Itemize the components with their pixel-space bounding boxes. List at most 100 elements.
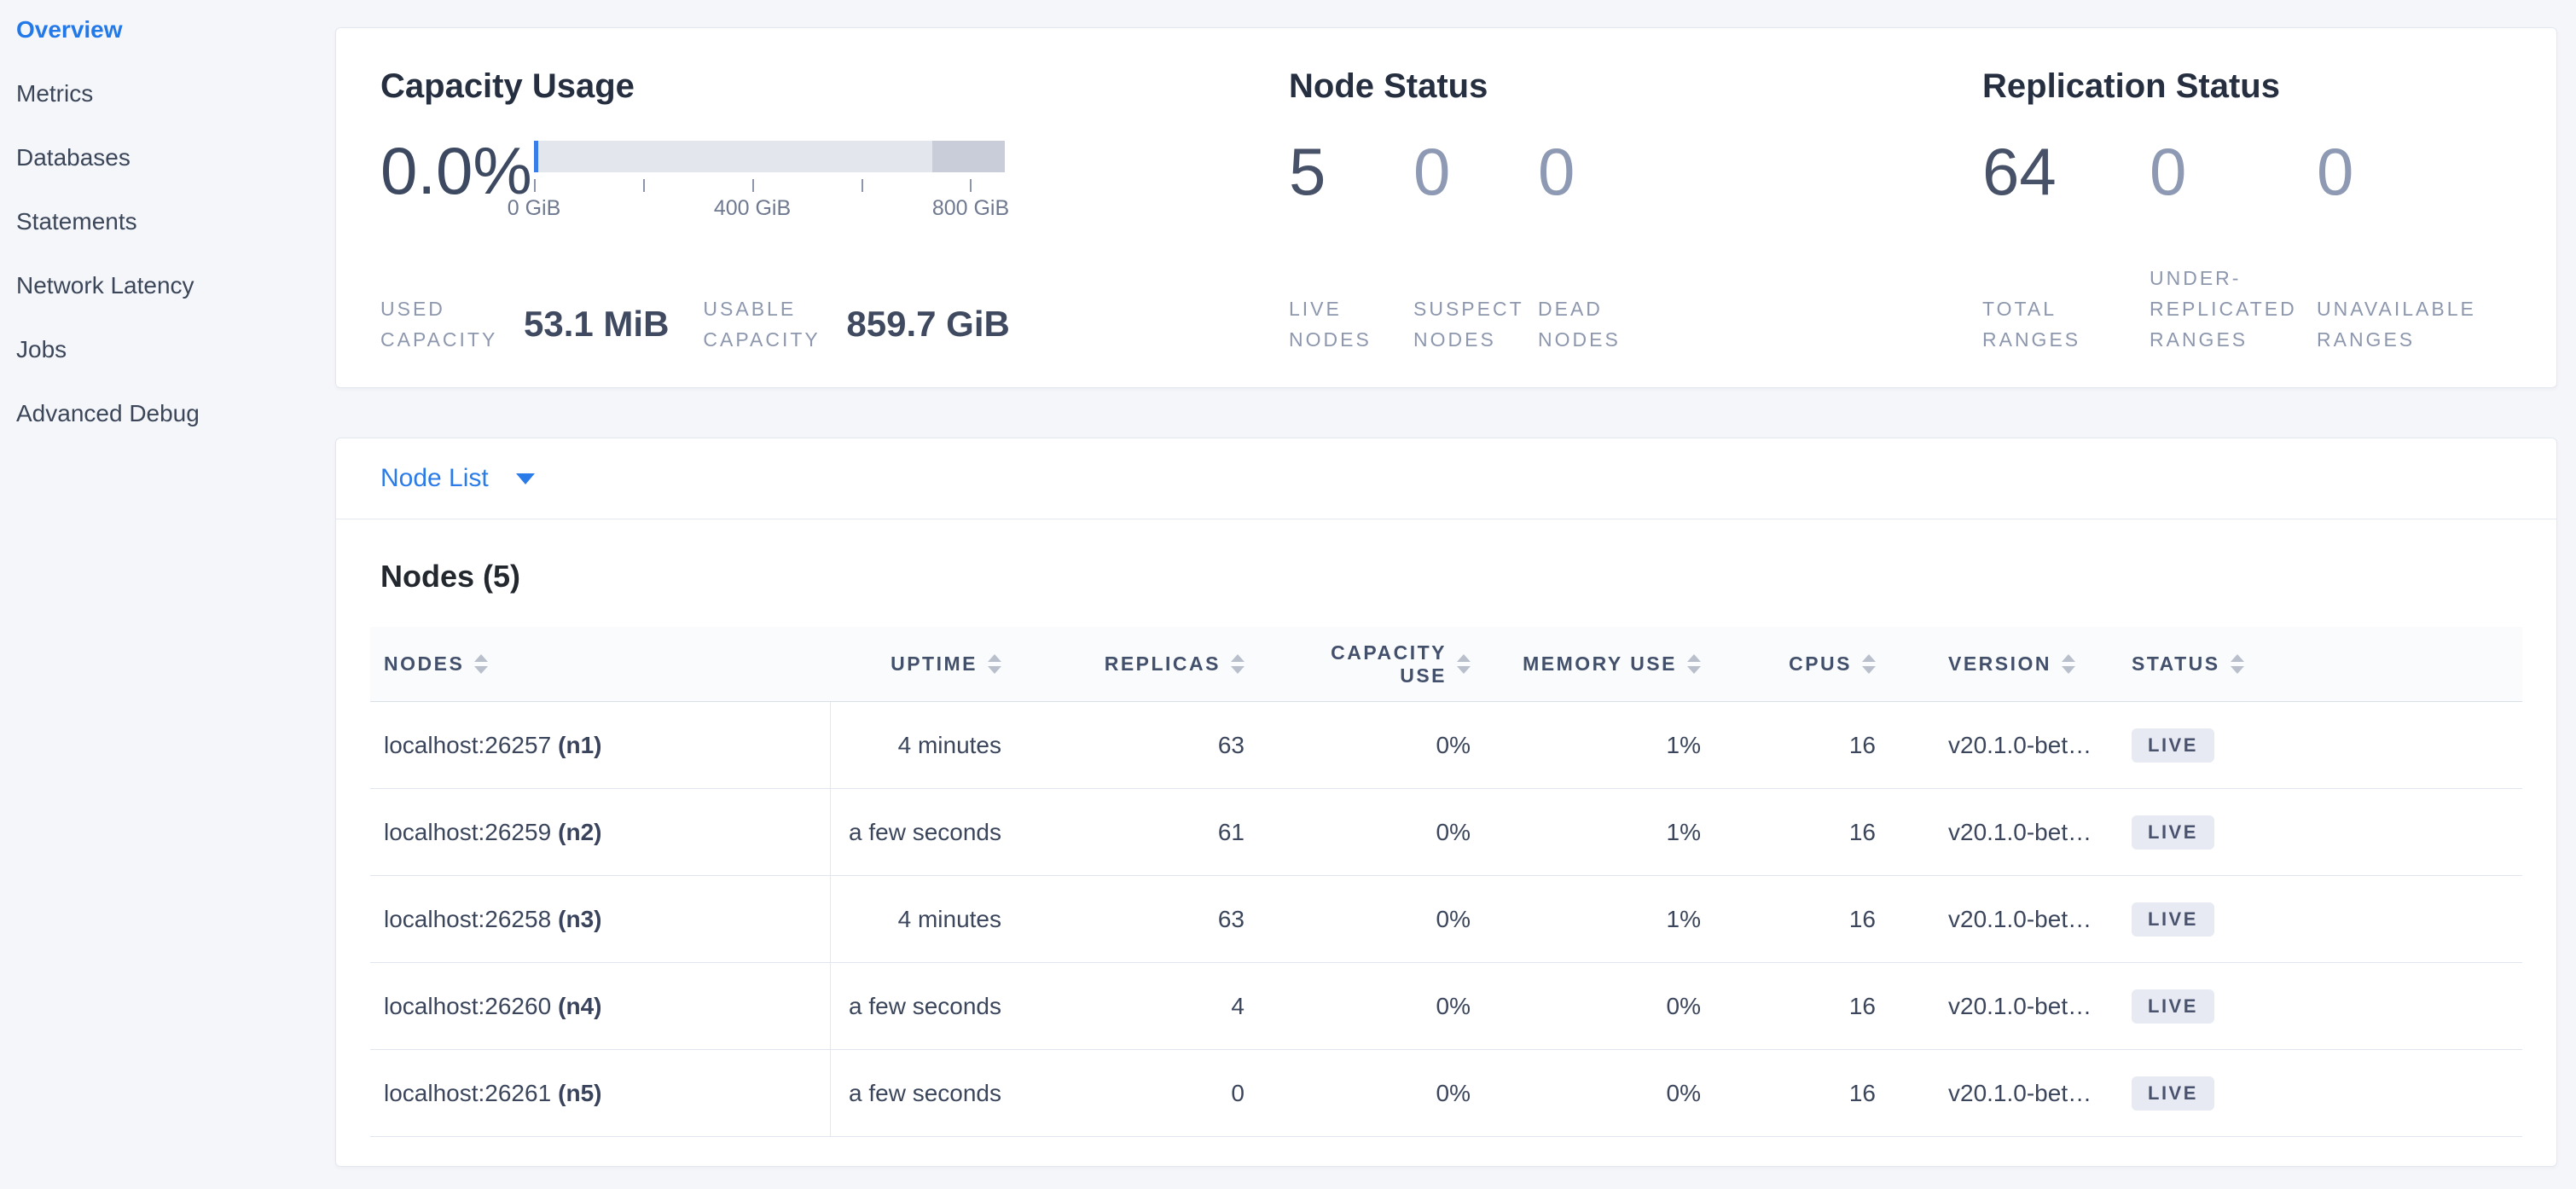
live-nodes-stat: 5 LIVE NODES xyxy=(1289,137,1413,387)
capacity-axis-labels: 0 GiB 400 GiB 800 GiB xyxy=(508,196,1009,222)
sidebar-item-databases[interactable]: Databases xyxy=(16,144,131,171)
nodes-table-section: Nodes (5) NODES UPTIME REPLICAS xyxy=(336,519,2556,1137)
uptime-cell: a few seconds xyxy=(849,1079,1001,1106)
table-row: localhost:26261 (n5) a few seconds 0 0% 0… xyxy=(370,1050,2522,1137)
capacity-bar-reserved-segment xyxy=(932,141,1005,172)
axis-label-0gib: 0 GiB xyxy=(507,196,561,220)
cluster-summary-card: Capacity Usage 0.0% 0 GiB 400 Gi xyxy=(335,27,2557,388)
node-id: (n4) xyxy=(558,992,602,1019)
capacity-use-cell: 0% xyxy=(1436,731,1471,758)
sort-icon xyxy=(1457,654,1471,674)
column-header-replicas[interactable]: REPLICAS xyxy=(1023,652,1266,676)
capacity-bar-used-segment xyxy=(534,141,538,172)
version-cell: v20.1.0-bet… xyxy=(1948,731,2092,758)
uptime-cell: a few seconds xyxy=(849,818,1001,845)
node-list-card: Node List Nodes (5) NODES UPTIME REPLICA… xyxy=(335,438,2557,1167)
sort-icon xyxy=(1862,654,1876,674)
sort-icon xyxy=(988,654,1001,674)
sidebar-item-advanced-debug[interactable]: Advanced Debug xyxy=(16,400,200,426)
capacity-use-cell: 0% xyxy=(1436,818,1471,845)
column-header-replicas-label: REPLICAS xyxy=(1104,652,1221,675)
column-header-cpus[interactable]: CPUS xyxy=(1722,652,1897,676)
version-cell: v20.1.0-bet… xyxy=(1948,905,2092,932)
column-header-memory-use[interactable]: MEMORY USE xyxy=(1492,652,1722,676)
sidebar: Overview Metrics Databases Statements Ne… xyxy=(0,0,335,1189)
status-badge: LIVE xyxy=(2132,728,2214,763)
column-header-capacity-use[interactable]: CAPACITY USE xyxy=(1266,641,1492,687)
cpus-cell: 16 xyxy=(1848,992,1876,1019)
dead-nodes-value: 0 xyxy=(1538,134,1575,209)
sort-icon xyxy=(1231,654,1244,674)
capacity-gauge-bar: 0 GiB 400 GiB 800 GiB xyxy=(508,141,1009,222)
uptime-cell: 4 minutes xyxy=(897,905,1001,932)
used-capacity-label: USED CAPACITY xyxy=(380,298,498,351)
sidebar-item-jobs[interactable]: Jobs xyxy=(16,336,67,362)
node-list-dropdown[interactable]: Node List xyxy=(336,438,2556,519)
column-header-version-label: VERSION xyxy=(1948,652,2052,675)
dead-nodes-label: DEAD NODES xyxy=(1538,298,1621,351)
sidebar-item-metrics[interactable]: Metrics xyxy=(16,80,94,107)
usable-capacity-value: 859.7 GiB xyxy=(846,304,1010,344)
column-header-capacity-use-label: CAPACITY USE xyxy=(1331,641,1447,687)
sidebar-item-statements[interactable]: Statements xyxy=(16,208,137,235)
total-ranges-stat: 64 TOTAL RANGES xyxy=(1982,137,2150,387)
version-cell: v20.1.0-bet… xyxy=(1948,992,2092,1019)
sidebar-item-overview[interactable]: Overview xyxy=(16,16,123,43)
node-address-link[interactable]: localhost:26258 xyxy=(384,905,552,932)
memory-use-cell: 0% xyxy=(1666,1079,1701,1106)
axis-label-800gib: 800 GiB xyxy=(931,196,1010,220)
capacity-bar-track xyxy=(534,141,1005,172)
sort-icon xyxy=(2062,654,2076,674)
total-ranges-label: TOTAL RANGES xyxy=(1982,298,2081,351)
unavailable-ranges-value: 0 xyxy=(2317,134,2354,209)
node-id: (n1) xyxy=(558,731,602,758)
column-header-uptime[interactable]: UPTIME xyxy=(831,652,1023,676)
node-address-link[interactable]: localhost:26260 xyxy=(384,992,552,1019)
node-address-link[interactable]: localhost:26259 xyxy=(384,818,552,845)
table-row: localhost:26260 (n4) a few seconds 4 0% 0… xyxy=(370,963,2522,1050)
node-list-dropdown-label: Node List xyxy=(380,464,489,492)
column-header-nodes-label: NODES xyxy=(384,652,465,675)
status-badge: LIVE xyxy=(2132,815,2214,850)
suspect-nodes-label: SUSPECT NODES xyxy=(1413,298,1524,351)
sidebar-item-network-latency[interactable]: Network Latency xyxy=(16,272,194,299)
column-header-status[interactable]: STATUS xyxy=(2110,652,2522,676)
version-cell: v20.1.0-bet… xyxy=(1948,1079,2092,1106)
replication-status-section: Replication Status 64 TOTAL RANGES 0 UND… xyxy=(1982,28,2556,387)
axis-label-400gib: 400 GiB xyxy=(713,196,792,220)
column-header-cpus-label: CPUS xyxy=(1789,652,1852,675)
suspect-nodes-value: 0 xyxy=(1413,134,1451,209)
nodes-table-title: Nodes (5) xyxy=(380,559,521,594)
live-nodes-label: LIVE NODES xyxy=(1289,298,1372,351)
table-row: localhost:26257 (n1) 4 minutes 63 0% 1% 1… xyxy=(370,702,2522,789)
node-address-link[interactable]: localhost:26261 xyxy=(384,1079,552,1106)
memory-use-cell: 1% xyxy=(1666,731,1701,758)
under-replicated-label: UNDER-REPLICATED RANGES xyxy=(2150,267,2297,351)
uptime-cell: 4 minutes xyxy=(897,731,1001,758)
suspect-nodes-stat: 0 SUSPECT NODES xyxy=(1413,137,1538,387)
capacity-usage-section: Capacity Usage 0.0% 0 GiB 400 Gi xyxy=(336,28,1289,387)
under-replicated-value: 0 xyxy=(2150,134,2187,209)
used-capacity-value: 53.1 MiB xyxy=(524,304,670,344)
memory-use-cell: 1% xyxy=(1666,905,1701,932)
node-id: (n3) xyxy=(558,905,602,932)
replicas-cell: 63 xyxy=(1217,905,1244,932)
capacity-usage-title: Capacity Usage xyxy=(380,67,635,105)
column-header-version[interactable]: VERSION xyxy=(1897,652,2110,676)
replicas-cell: 63 xyxy=(1217,731,1244,758)
status-badge: LIVE xyxy=(2132,989,2214,1024)
status-badge: LIVE xyxy=(2132,902,2214,937)
memory-use-cell: 1% xyxy=(1666,818,1701,845)
nodes-table-header: NODES UPTIME REPLICAS CAPACITY USE xyxy=(370,627,2522,702)
column-header-nodes[interactable]: NODES xyxy=(370,652,831,676)
column-header-uptime-label: UPTIME xyxy=(891,652,978,675)
total-ranges-value: 64 xyxy=(1982,134,2057,209)
capacity-use-cell: 0% xyxy=(1436,992,1471,1019)
node-address-link[interactable]: localhost:26257 xyxy=(384,731,552,758)
dead-nodes-stat: 0 DEAD NODES xyxy=(1538,137,1662,387)
cpus-cell: 16 xyxy=(1848,905,1876,932)
node-status-title: Node Status xyxy=(1289,67,1488,105)
cpus-cell: 16 xyxy=(1848,818,1876,845)
cpus-cell: 16 xyxy=(1848,731,1876,758)
